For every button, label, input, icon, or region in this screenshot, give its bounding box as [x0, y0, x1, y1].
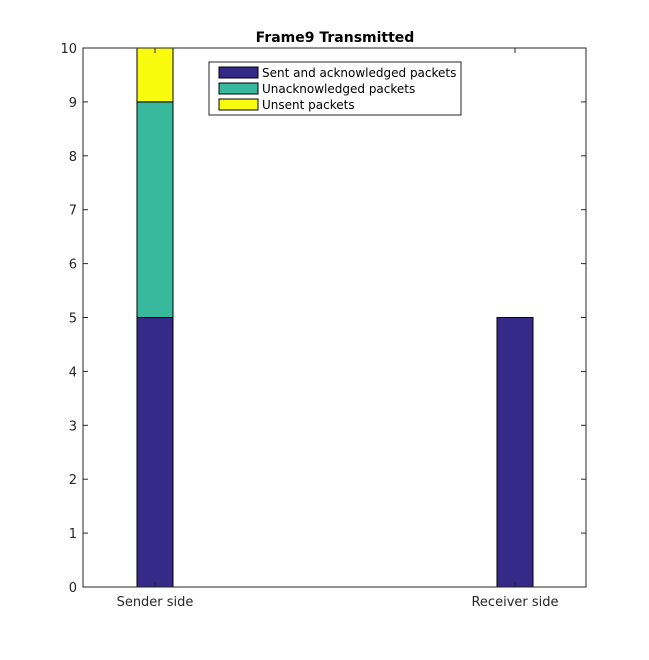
y-tick-label: 5 [69, 312, 77, 327]
x-tick-label: Receiver side [471, 595, 558, 610]
y-tick-label: 8 [69, 150, 77, 165]
y-tick-label: 0 [69, 581, 77, 596]
y-tick-label: 3 [69, 419, 77, 434]
axes-layer: 0 1 2 3 4 5 6 7 8 9 10 Sender side Receiver side [60, 42, 586, 610]
bars-layer [136, 47, 534, 588]
legend-swatch [218, 82, 259, 95]
bar-segment-1-2 [136, 101, 174, 319]
y-tick-label: 9 [69, 96, 77, 111]
x-tick-label: Sender side [117, 595, 194, 610]
legend-label: Unsent packets [262, 98, 355, 112]
legend-label: Sent and acknowledged packets [262, 66, 456, 80]
legend-label: Unacknowledged packets [262, 82, 415, 96]
legend: Sent and acknowledged packets Unacknowled… [208, 61, 462, 116]
bar-segment-2-1 [496, 317, 534, 588]
legend-swatch [218, 66, 259, 79]
bar-segment-1-3 [136, 47, 174, 103]
y-tick-label: 4 [69, 365, 77, 380]
y-tick-label: 7 [69, 204, 77, 219]
y-tick-label: 1 [69, 527, 77, 542]
y-tick-label: 2 [69, 473, 77, 488]
y-tick-label: 10 [60, 42, 77, 57]
y-tick-label: 6 [69, 258, 77, 273]
bar-segment-1-1 [136, 317, 174, 588]
chart-title: Frame9 Transmitted [256, 30, 415, 46]
legend-swatch [218, 98, 259, 111]
